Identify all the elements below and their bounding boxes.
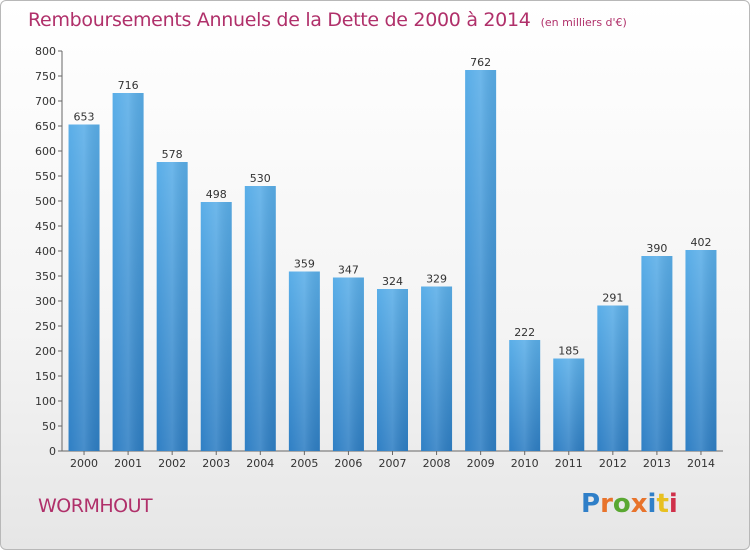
data-label-2003: 498 [206,188,227,201]
data-label-2008: 329 [426,273,447,286]
y-tick-label: 50 [42,420,56,433]
bars: 653 716 578 498 530 359 347 324 329 762 222 185 291 3… [68,56,717,451]
data-label-2004: 530 [250,172,271,185]
x-tick-label-2014: 2014 [687,457,715,470]
data-label-2005: 359 [294,258,315,271]
logo-letter: P [581,489,601,519]
x-tick-label-2007: 2007 [379,457,407,470]
logo-letter: t [656,489,669,519]
logo-letter: r [600,489,613,519]
data-label-2012: 291 [602,292,623,305]
y-tick-label: 150 [35,370,56,383]
y-tick-label: 400 [35,245,56,258]
data-label-2000: 653 [74,111,95,124]
y-tick-label: 500 [35,195,56,208]
bar-shine-2014 [685,250,717,451]
x-tick-label-2011: 2011 [555,457,583,470]
y-tick-label: 250 [35,320,56,333]
bar-shine-2013 [641,256,673,451]
y-tick-label: 700 [35,95,56,108]
x-axis: 2000 2001 2002 2003 2004 2005 2006 2007 2008 2009… [62,450,723,470]
bar-shine-2008 [421,286,453,451]
x-tick-label-2008: 2008 [423,457,451,470]
y-tick-label: 450 [35,220,56,233]
chart-header: Remboursements Annuels de la Dette de 20… [28,9,627,31]
x-tick-label-2003: 2003 [202,457,230,470]
chart-unit: (en milliers d'€) [540,16,627,29]
bar-shine-2002 [156,162,188,451]
y-tick-label: 300 [35,295,56,308]
chart-title: Remboursements Annuels de la Dette de 20… [28,9,531,31]
x-tick-label-2002: 2002 [158,457,186,470]
y-tick-label: 800 [35,45,56,58]
y-tick-label: 200 [35,345,56,358]
bar-shine-2003 [200,202,232,451]
data-label-2009: 762 [470,56,491,69]
x-tick-label-2010: 2010 [511,457,539,470]
y-axis: 0 50 100 150 200 250 300 350 400 450 500 550 600 650 7… [35,45,63,458]
x-tick-label-2001: 2001 [114,457,142,470]
y-tick-label: 0 [49,445,56,458]
data-label-2006: 347 [338,264,359,277]
data-label-2011: 185 [558,345,579,358]
data-label-2010: 222 [514,326,535,339]
proxiti-logo[interactable]: Proxiti [581,489,678,519]
bar-shine-2006 [332,277,364,451]
bar-shine-2012 [597,305,629,451]
bar-shine-2010 [509,340,541,451]
bar-shine-2009 [465,70,497,451]
x-tick-label-2004: 2004 [246,457,274,470]
y-tick-label: 600 [35,145,56,158]
y-tick-label: 550 [35,170,56,183]
y-tick-label: 650 [35,120,56,133]
data-label-2007: 324 [382,275,403,288]
y-tick-label: 350 [35,270,56,283]
logo-letter: x [630,489,648,519]
x-tick-label-2013: 2013 [643,457,671,470]
bar-shine-2004 [244,186,276,451]
bar-shine-2005 [288,271,320,451]
x-tick-label-2000: 2000 [70,457,98,470]
y-tick-label: 100 [35,395,56,408]
bar-shine-2001 [112,93,144,451]
x-tick-label-2012: 2012 [599,457,627,470]
logo-letter: i [668,489,678,519]
y-tick-label: 750 [35,70,56,83]
commune-name: WORMHOUT [38,495,153,517]
data-label-2002: 578 [162,148,183,161]
x-tick-label-2009: 2009 [467,457,495,470]
bar-shine-2007 [377,289,408,451]
bar-shine-2011 [553,358,585,451]
logo-letter: o [612,489,631,519]
data-label-2001: 716 [118,79,139,92]
data-label-2013: 390 [646,242,667,255]
x-tick-label-2005: 2005 [290,457,318,470]
data-label-2014: 402 [690,236,711,249]
logo-letter: i [647,489,657,519]
x-tick-label-2006: 2006 [334,457,362,470]
bar-shine-2000 [68,124,100,451]
